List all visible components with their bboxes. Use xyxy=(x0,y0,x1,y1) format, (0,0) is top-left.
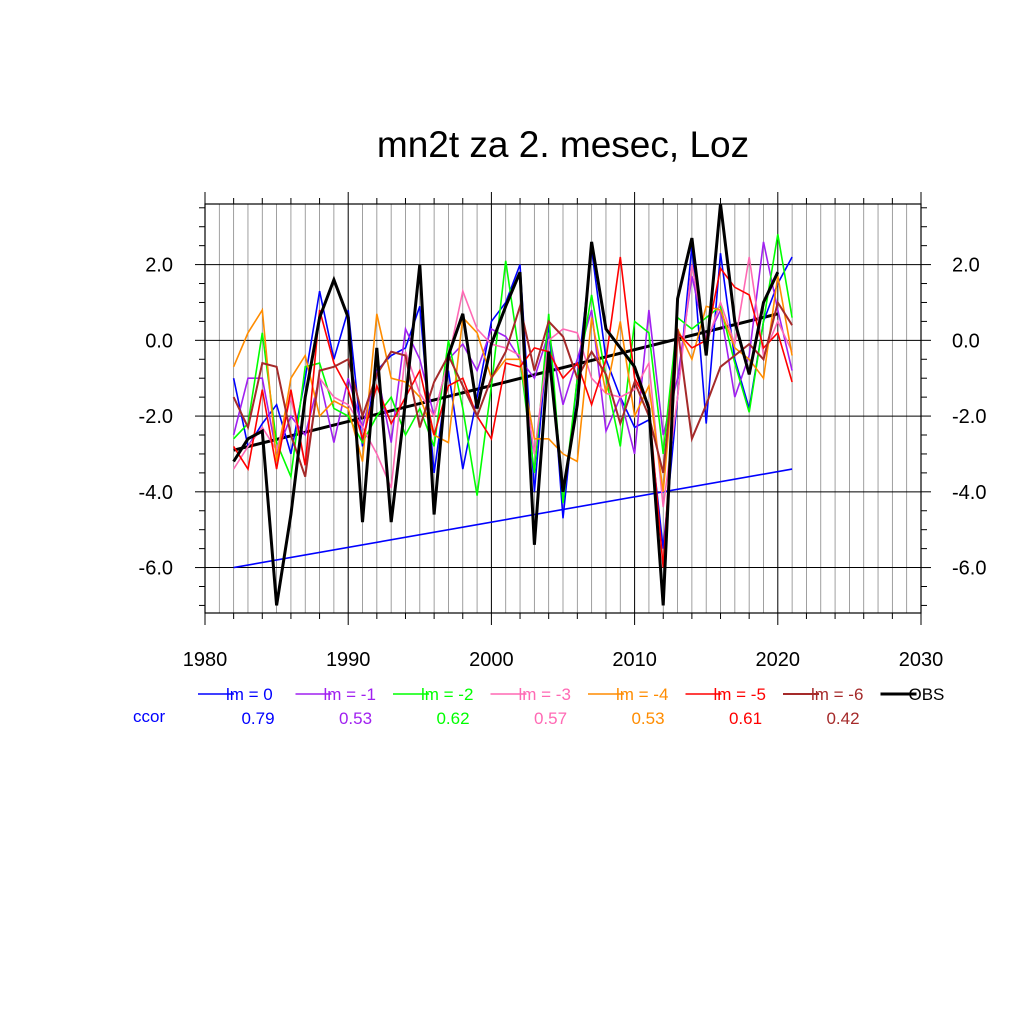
x-tick-label: 2020 xyxy=(756,649,801,671)
y-tick-label-left: -4.0 xyxy=(139,482,173,504)
ccor-value-1: 0.53 xyxy=(339,709,372,728)
ccor-value-2: 0.62 xyxy=(436,709,469,728)
y-tick-label-right: -6.0 xyxy=(952,558,986,580)
series-line-7 xyxy=(232,203,780,606)
y-tick-label-right: 2.0 xyxy=(952,255,980,277)
y-tick-label-left: -6.0 xyxy=(139,558,173,580)
legend-label-1: lm = -1 xyxy=(324,685,376,704)
x-tick-label: 2000 xyxy=(469,649,514,671)
legend-label-6: lm = -6 xyxy=(811,685,863,704)
series-line-2 xyxy=(233,234,793,504)
x-tick-label: 1980 xyxy=(183,649,228,671)
legend-label-0: lm = 0 xyxy=(226,685,273,704)
trend-obs xyxy=(233,312,779,452)
legend-label-2: lm = -2 xyxy=(421,685,473,704)
ccor-value-6: 0.42 xyxy=(826,709,859,728)
chart-title: mn2t za 2. mesec, Loz xyxy=(377,124,749,165)
y-tick-label-left: -2.0 xyxy=(139,406,173,428)
legend-label-4: lm = -4 xyxy=(616,685,668,704)
tick-labels: 2.0 2.0 0.0 0.0 -2.0 -2.0 -4.0 -4.0 -6.0 -6.0 1980… xyxy=(139,255,987,671)
ccor-value-0: 0.79 xyxy=(241,709,274,728)
series-lines xyxy=(232,203,793,606)
axis-ticks xyxy=(195,192,931,625)
y-tick-label-right: -2.0 xyxy=(952,406,986,428)
x-tick-label: 2010 xyxy=(612,649,657,671)
legend: lm = 0 0.79 lm = -1 0.53 lm = -2 0.62 lm = -3 0… xyxy=(133,685,944,728)
x-tick-label: 1990 xyxy=(326,649,371,671)
y-tick-label-right: -4.0 xyxy=(952,482,986,504)
x-tick-label: 2030 xyxy=(899,649,944,671)
legend-label-3: lm = -3 xyxy=(519,685,571,704)
y-tick-label-right: 0.0 xyxy=(952,330,980,352)
series-line-5 xyxy=(232,256,793,568)
y-tick-label-left: 0.0 xyxy=(145,330,173,352)
legend-label-5: lm = -5 xyxy=(714,685,766,704)
plot-frame xyxy=(204,203,922,614)
ccor-value-5: 0.61 xyxy=(729,709,762,728)
series-line-4 xyxy=(232,275,793,492)
y-tick-label-left: 2.0 xyxy=(145,255,173,277)
ccor-value-3: 0.57 xyxy=(534,709,567,728)
trend-lm0 xyxy=(233,468,793,569)
ccor-label: ccor xyxy=(133,707,165,726)
ccor-value-4: 0.53 xyxy=(631,709,664,728)
legend-label-7: OBS xyxy=(909,685,945,704)
series-line-6 xyxy=(232,299,793,478)
